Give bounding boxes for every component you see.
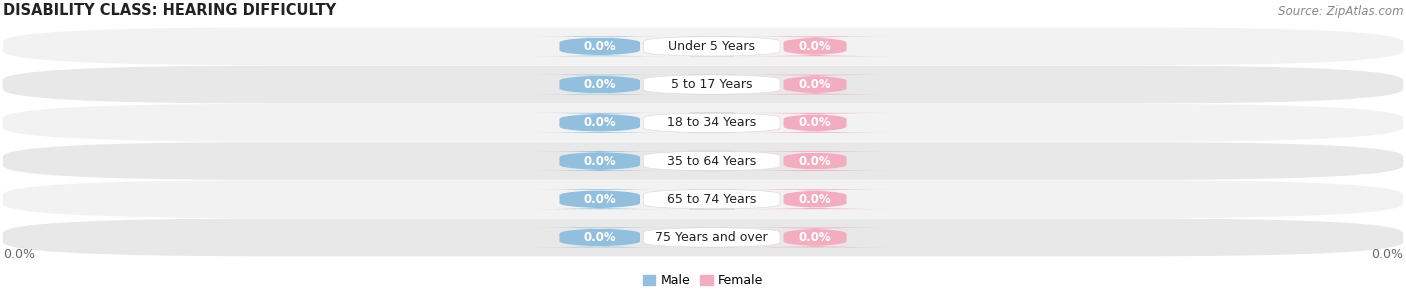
FancyBboxPatch shape (644, 75, 780, 95)
Text: 35 to 64 Years: 35 to 64 Years (666, 154, 756, 168)
Text: 0.0%: 0.0% (799, 78, 831, 91)
FancyBboxPatch shape (644, 151, 780, 171)
Text: 0.0%: 0.0% (583, 193, 616, 206)
Text: Source: ZipAtlas.com: Source: ZipAtlas.com (1278, 5, 1403, 18)
Text: 0.0%: 0.0% (3, 248, 35, 261)
Text: 0.0%: 0.0% (583, 116, 616, 129)
FancyBboxPatch shape (527, 36, 672, 56)
Text: 0.0%: 0.0% (583, 154, 616, 168)
FancyBboxPatch shape (734, 113, 896, 133)
FancyBboxPatch shape (527, 113, 672, 133)
FancyBboxPatch shape (734, 75, 896, 95)
FancyBboxPatch shape (527, 151, 672, 171)
FancyBboxPatch shape (644, 113, 780, 133)
Text: 0.0%: 0.0% (583, 231, 616, 244)
Text: 75 Years and over: 75 Years and over (655, 231, 768, 244)
Text: 0.0%: 0.0% (799, 231, 831, 244)
Legend: Male, Female: Male, Female (643, 274, 763, 287)
Text: 0.0%: 0.0% (583, 40, 616, 53)
Text: 5 to 17 Years: 5 to 17 Years (671, 78, 752, 91)
Text: 0.0%: 0.0% (799, 116, 831, 129)
FancyBboxPatch shape (3, 142, 1403, 180)
FancyBboxPatch shape (644, 36, 780, 56)
FancyBboxPatch shape (527, 227, 672, 247)
Text: 0.0%: 0.0% (799, 154, 831, 168)
FancyBboxPatch shape (644, 189, 780, 209)
FancyBboxPatch shape (527, 75, 672, 95)
Text: 18 to 34 Years: 18 to 34 Years (666, 116, 756, 129)
FancyBboxPatch shape (734, 189, 896, 209)
FancyBboxPatch shape (734, 36, 896, 56)
Text: 0.0%: 0.0% (799, 40, 831, 53)
FancyBboxPatch shape (3, 27, 1403, 65)
Text: 0.0%: 0.0% (583, 78, 616, 91)
FancyBboxPatch shape (3, 104, 1403, 142)
Text: Under 5 Years: Under 5 Years (668, 40, 755, 53)
FancyBboxPatch shape (527, 189, 672, 209)
FancyBboxPatch shape (3, 180, 1403, 218)
FancyBboxPatch shape (734, 151, 896, 171)
FancyBboxPatch shape (734, 227, 896, 247)
FancyBboxPatch shape (3, 66, 1403, 103)
Text: 65 to 74 Years: 65 to 74 Years (666, 193, 756, 206)
Text: DISABILITY CLASS: HEARING DIFFICULTY: DISABILITY CLASS: HEARING DIFFICULTY (3, 3, 336, 18)
Text: 0.0%: 0.0% (1371, 248, 1403, 261)
FancyBboxPatch shape (3, 219, 1403, 256)
FancyBboxPatch shape (644, 227, 780, 247)
Text: 0.0%: 0.0% (799, 193, 831, 206)
